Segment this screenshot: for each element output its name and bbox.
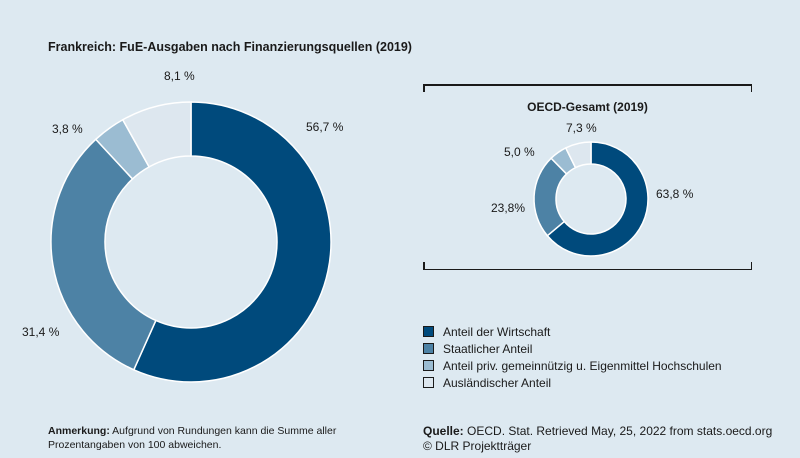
france-slice-ausl-ndischer-anteil: [121, 101, 192, 168]
oecd-chart-title: OECD-Gesamt (2019): [527, 100, 648, 114]
legend-item-ausland: Ausländischer Anteil: [423, 375, 722, 390]
legend-item-staatlich: Staatlicher Anteil: [423, 341, 722, 356]
france-data-label: 31,4 %: [22, 325, 60, 339]
oecd-panel: OECD-Gesamt (2019) 63,8 % 23,8% 5,0 % 7,3 %: [423, 84, 752, 270]
source-text: OECD. Stat. Retrieved May, 25, 2022 from…: [463, 424, 773, 438]
legend-swatch-ausland: [423, 377, 434, 388]
legend-label: Anteil der Wirtschaft: [443, 324, 551, 339]
france-donut-chart: 56,7 % 31,4 % 3,8 % 8,1 %: [22, 69, 344, 383]
oecd-slice-anteil-der-wirtschaft: [546, 141, 649, 257]
oecd-data-label: 23,8%: [491, 201, 525, 215]
france-data-label: 3,8 %: [52, 122, 83, 136]
footnote-label: Anmerkung:: [48, 425, 110, 437]
legend-swatch-privat-hochschulen: [423, 360, 434, 371]
oecd-slice-ausl-ndischer-anteil: [564, 141, 592, 169]
france-data-label: 56,7 %: [306, 120, 344, 134]
source-note: Quelle: OECD. Stat. Retrieved May, 25, 2…: [423, 424, 772, 454]
main-chart-title: Frankreich: FuE-Ausgaben nach Finanzieru…: [48, 40, 412, 54]
footnote-text: Aufgrund von Rundungen kann die Summe al…: [48, 425, 337, 451]
legend-item-wirtschaft: Anteil der Wirtschaft: [423, 324, 722, 339]
source-label: Quelle:: [423, 424, 464, 438]
france-slice-staatlicher-anteil: [50, 138, 157, 371]
legend-label: Anteil priv. gemeinnützig u. Eigenmittel…: [443, 358, 722, 373]
legend-swatch-staatlich: [423, 343, 434, 354]
legend-swatch-wirtschaft: [423, 326, 434, 337]
legend-label: Staatlicher Anteil: [443, 341, 533, 356]
legend-item-privat-hochschulen: Anteil priv. gemeinnützig u. Eigenmittel…: [423, 358, 722, 373]
copyright-text: © DLR Projektträger: [423, 439, 532, 453]
oecd-data-label: 5,0 %: [504, 145, 535, 159]
oecd-data-label: 7,3 %: [566, 121, 597, 135]
legend: Anteil der Wirtschaft Staatlicher Anteil…: [423, 324, 722, 392]
france-slice-anteil-der-wirtschaft: [132, 101, 332, 383]
footnote: Anmerkung: Aufgrund von Rundungen kann d…: [48, 424, 378, 452]
oecd-data-label: 63,8 %: [656, 187, 694, 201]
legend-label: Ausländischer Anteil: [443, 375, 552, 390]
oecd-donut-chart: 63,8 % 23,8% 5,0 % 7,3 %: [491, 121, 694, 257]
france-data-label: 8,1 %: [164, 69, 195, 83]
